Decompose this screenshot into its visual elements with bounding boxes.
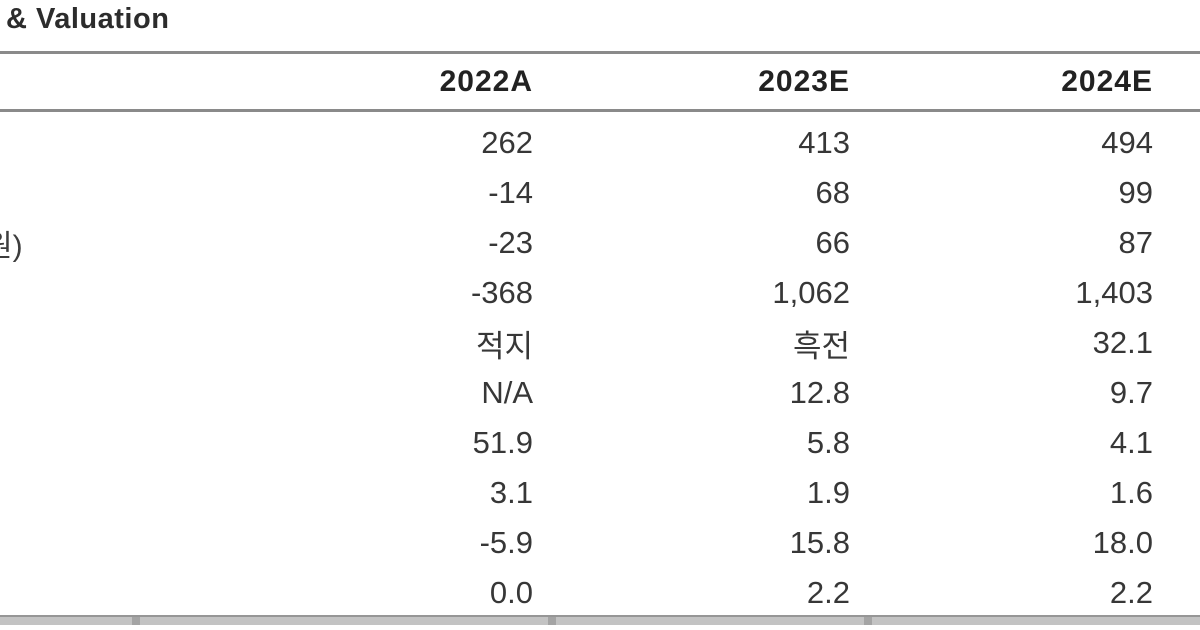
table-cell: 4.1: [1109, 425, 1153, 460]
table-row: 3.1 1.9 1.6: [0, 468, 1200, 518]
table-row: 0.0 2.2 2.2: [0, 568, 1200, 618]
table-cell: 3.1: [489, 475, 533, 510]
table-cell: 413: [798, 125, 850, 160]
table-cell: 2.2: [806, 575, 850, 610]
column-divider-tick: [548, 617, 556, 625]
table-cell: N/A: [481, 375, 533, 410]
table-cell: 87: [1118, 225, 1153, 260]
table-row: -368 1,062 1,403: [0, 268, 1200, 318]
table-cell: 적지: [475, 328, 533, 364]
table-cell: -368: [470, 275, 533, 310]
table-cell: 1,062: [772, 275, 850, 310]
table-row: -14 68 99: [0, 168, 1200, 218]
table-cell: 99: [1118, 175, 1153, 210]
table-cell: -23: [488, 225, 533, 260]
table-cell: 2.2: [1109, 575, 1153, 610]
section-title: & Valuation: [6, 3, 170, 35]
column-header-2022a: 2022A: [439, 64, 533, 98]
table-cell: 494: [1101, 125, 1153, 160]
header-divider-rule: [0, 109, 1200, 112]
table-cell: 32.1: [1092, 325, 1153, 360]
table-cell: 68: [815, 175, 850, 210]
table-cell: -5.9: [479, 525, 533, 560]
table-row: 262 413 494: [0, 118, 1200, 168]
table-cell: 흑전: [792, 328, 850, 364]
column-divider-tick: [132, 617, 140, 625]
table-cell: 1.6: [1109, 475, 1153, 510]
column-header-2023e: 2023E: [758, 64, 850, 98]
table-body: 262 413 494 -14 68 99 -23 66 87 -368 1,0…: [0, 118, 1200, 618]
row-label-fragment: 원): [0, 230, 23, 263]
table-row: -5.9 15.8 18.0: [0, 518, 1200, 568]
column-divider-tick: [864, 617, 872, 625]
table-cell: 15.8: [789, 525, 850, 560]
table-top-rule: [0, 51, 1200, 54]
table-cell: 0.0: [489, 575, 533, 610]
table-cell: -14: [488, 175, 533, 210]
table-cell: 12.8: [789, 375, 850, 410]
table-row: N/A 12.8 9.7: [0, 368, 1200, 418]
table-cell: 5.8: [806, 425, 850, 460]
table-row: -23 66 87: [0, 218, 1200, 268]
table-header-row: 2022A 2023E 2024E: [0, 55, 1200, 108]
table-cell: 18.0: [1092, 525, 1153, 560]
table-cell: 51.9: [472, 425, 533, 460]
table-cell: 262: [481, 125, 533, 160]
table-bottom-border: [0, 615, 1200, 625]
table-row: 51.9 5.8 4.1: [0, 418, 1200, 468]
table-cell: 9.7: [1109, 375, 1153, 410]
table-cell: 1.9: [806, 475, 850, 510]
table-cell: 66: [815, 225, 850, 260]
table-cell: 1,403: [1075, 275, 1153, 310]
table-row: 적지 흑전 32.1: [0, 318, 1200, 368]
column-header-2024e: 2024E: [1061, 64, 1153, 98]
